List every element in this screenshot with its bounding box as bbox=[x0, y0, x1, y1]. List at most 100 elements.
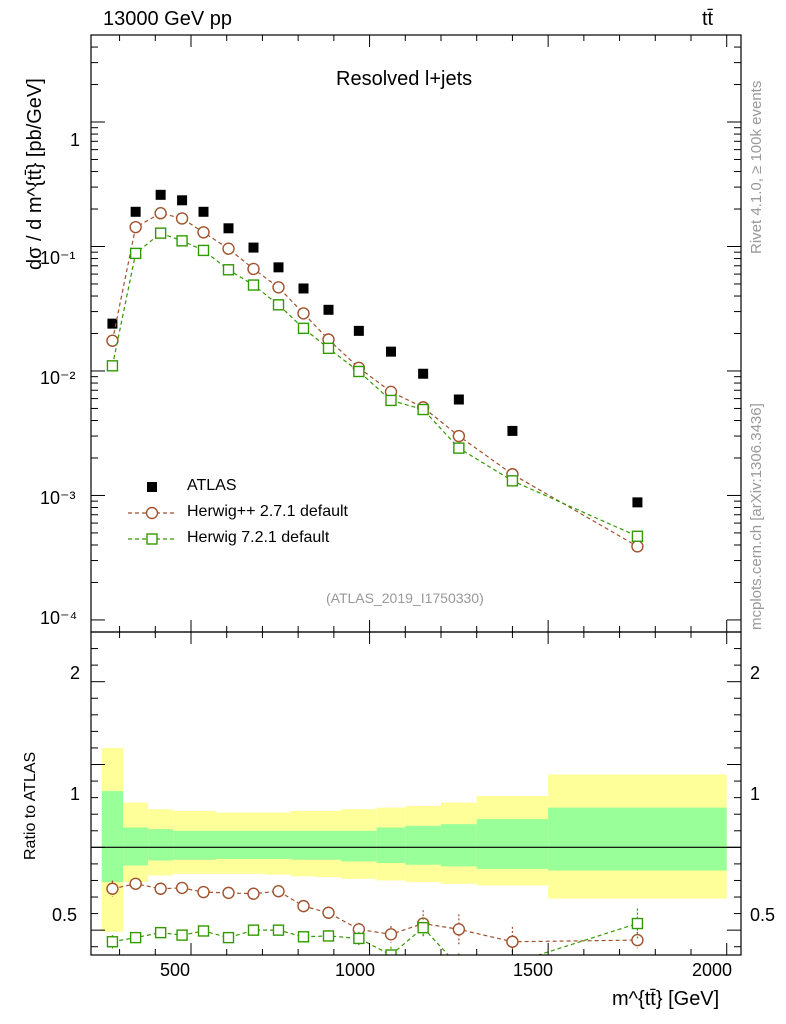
data-point bbox=[222, 264, 235, 276]
ratio-point bbox=[106, 882, 119, 895]
rivet-version-label: Rivet 4.1.0, ≥ 100k events bbox=[748, 80, 765, 254]
data-point bbox=[248, 242, 259, 253]
x-axis-label: m^{tt̄} [GeV] bbox=[612, 988, 720, 1010]
ratio-point bbox=[197, 925, 210, 937]
data-point bbox=[631, 540, 644, 553]
ratio-point bbox=[631, 917, 644, 930]
data-point bbox=[154, 227, 167, 239]
ratio-point bbox=[454, 962, 464, 972]
legend-marker bbox=[145, 506, 159, 520]
ratio-tick-label-right: 1 bbox=[750, 784, 761, 804]
ratio-tick-label-left: 2 bbox=[70, 663, 81, 683]
ratio-point bbox=[384, 928, 398, 941]
chart-title: Resolved l+jets bbox=[336, 68, 473, 90]
axis-ticks bbox=[91, 34, 741, 955]
data-point bbox=[353, 325, 364, 336]
ratio-tick-label-left: 0.5 bbox=[52, 905, 78, 925]
legend-marker bbox=[147, 482, 157, 492]
data-point bbox=[177, 195, 188, 206]
stat-uncertainty-band bbox=[291, 830, 316, 860]
data-point bbox=[272, 281, 285, 294]
ratio-frame bbox=[90, 631, 742, 956]
data-point bbox=[298, 283, 309, 294]
series-line bbox=[111, 212, 638, 547]
ratio-point bbox=[222, 886, 235, 900]
ratio-point bbox=[417, 921, 429, 934]
stat-uncertainty-band bbox=[341, 830, 377, 862]
data-series bbox=[106, 189, 644, 972]
energy-label: 13000 GeV pp bbox=[103, 8, 232, 30]
legend-label-herwigpp: Herwig++ 2.7.1 default bbox=[187, 503, 348, 520]
data-point bbox=[129, 220, 142, 234]
ratio-point bbox=[154, 882, 167, 895]
data-point bbox=[175, 212, 189, 225]
stat-uncertainty-band bbox=[216, 830, 241, 859]
ratio-point bbox=[247, 887, 260, 900]
data-point bbox=[197, 226, 210, 239]
data-point bbox=[154, 207, 167, 220]
y-axis-label: dσ / d m^{tt̄} [pb/GeV] bbox=[24, 78, 46, 270]
ratio-point bbox=[322, 906, 335, 919]
ratio-point bbox=[247, 924, 260, 936]
data-point bbox=[386, 346, 396, 357]
legend-marker bbox=[146, 533, 158, 545]
data-point bbox=[506, 475, 519, 487]
stat-uncertainty-band bbox=[548, 807, 727, 871]
ratio-point bbox=[129, 877, 142, 890]
stat-uncertainty-band bbox=[148, 829, 174, 861]
data-point bbox=[176, 235, 188, 247]
ratio-tick-label-right: 2 bbox=[750, 663, 761, 683]
ratio-point bbox=[272, 885, 285, 898]
main-panel-series bbox=[106, 189, 644, 553]
ratio-point bbox=[222, 931, 235, 944]
legend-label-herwig7: Herwig 7.2.1 default bbox=[187, 529, 330, 546]
data-point bbox=[453, 442, 465, 454]
data-point bbox=[385, 394, 397, 407]
ratio-point bbox=[129, 931, 142, 944]
data-point bbox=[107, 318, 118, 329]
legend-label-atlas: ATLAS bbox=[187, 477, 237, 494]
ratio-point bbox=[297, 931, 310, 943]
ratio-point bbox=[154, 926, 167, 939]
mcplots-label: mcplots.cern.ch [arXiv:1306.3436] bbox=[748, 403, 765, 630]
data-point bbox=[353, 365, 365, 378]
stat-uncertainty-band bbox=[101, 791, 124, 883]
analysis-id: (ATLAS_2019_I1750330) bbox=[326, 590, 484, 606]
data-point bbox=[197, 244, 210, 257]
data-point bbox=[418, 368, 429, 379]
ratio-point bbox=[506, 935, 519, 948]
stat-uncertainty-band bbox=[376, 827, 406, 864]
data-point bbox=[130, 206, 141, 217]
stat-uncertainty-band bbox=[173, 830, 191, 860]
ratio-point bbox=[452, 923, 466, 936]
data-point bbox=[297, 307, 310, 320]
ratio-point bbox=[197, 885, 210, 899]
ratio-panel-series bbox=[106, 877, 644, 972]
stat-uncertainty-band bbox=[123, 827, 149, 866]
process-label: tt̄ bbox=[702, 8, 714, 30]
ratio-tick-label-right: 0.5 bbox=[750, 905, 776, 925]
data-point bbox=[155, 189, 166, 200]
stat-uncertainty-band bbox=[266, 830, 291, 859]
data-point bbox=[222, 242, 235, 255]
data-point bbox=[323, 304, 334, 315]
ratio-point bbox=[353, 932, 365, 945]
data-point bbox=[452, 429, 466, 443]
ratio-y-axis-label: Ratio to ATLAS bbox=[22, 751, 39, 860]
ratio-point bbox=[272, 924, 285, 936]
series-line bbox=[111, 232, 638, 537]
y-tick-label: 10⁻² bbox=[40, 368, 76, 388]
ratio-tick-label-left: 1 bbox=[70, 784, 81, 804]
y-tick-label: 10⁻³ bbox=[40, 488, 76, 508]
data-point bbox=[417, 403, 429, 416]
data-point bbox=[247, 279, 260, 291]
data-point bbox=[198, 206, 209, 217]
stat-uncertainty-band bbox=[316, 830, 341, 860]
data-point bbox=[106, 334, 119, 347]
uncertainty-bands bbox=[101, 747, 727, 932]
data-point bbox=[453, 394, 464, 405]
ratio-point bbox=[631, 933, 644, 947]
data-point bbox=[129, 247, 142, 260]
stat-uncertainty-band bbox=[405, 825, 441, 865]
